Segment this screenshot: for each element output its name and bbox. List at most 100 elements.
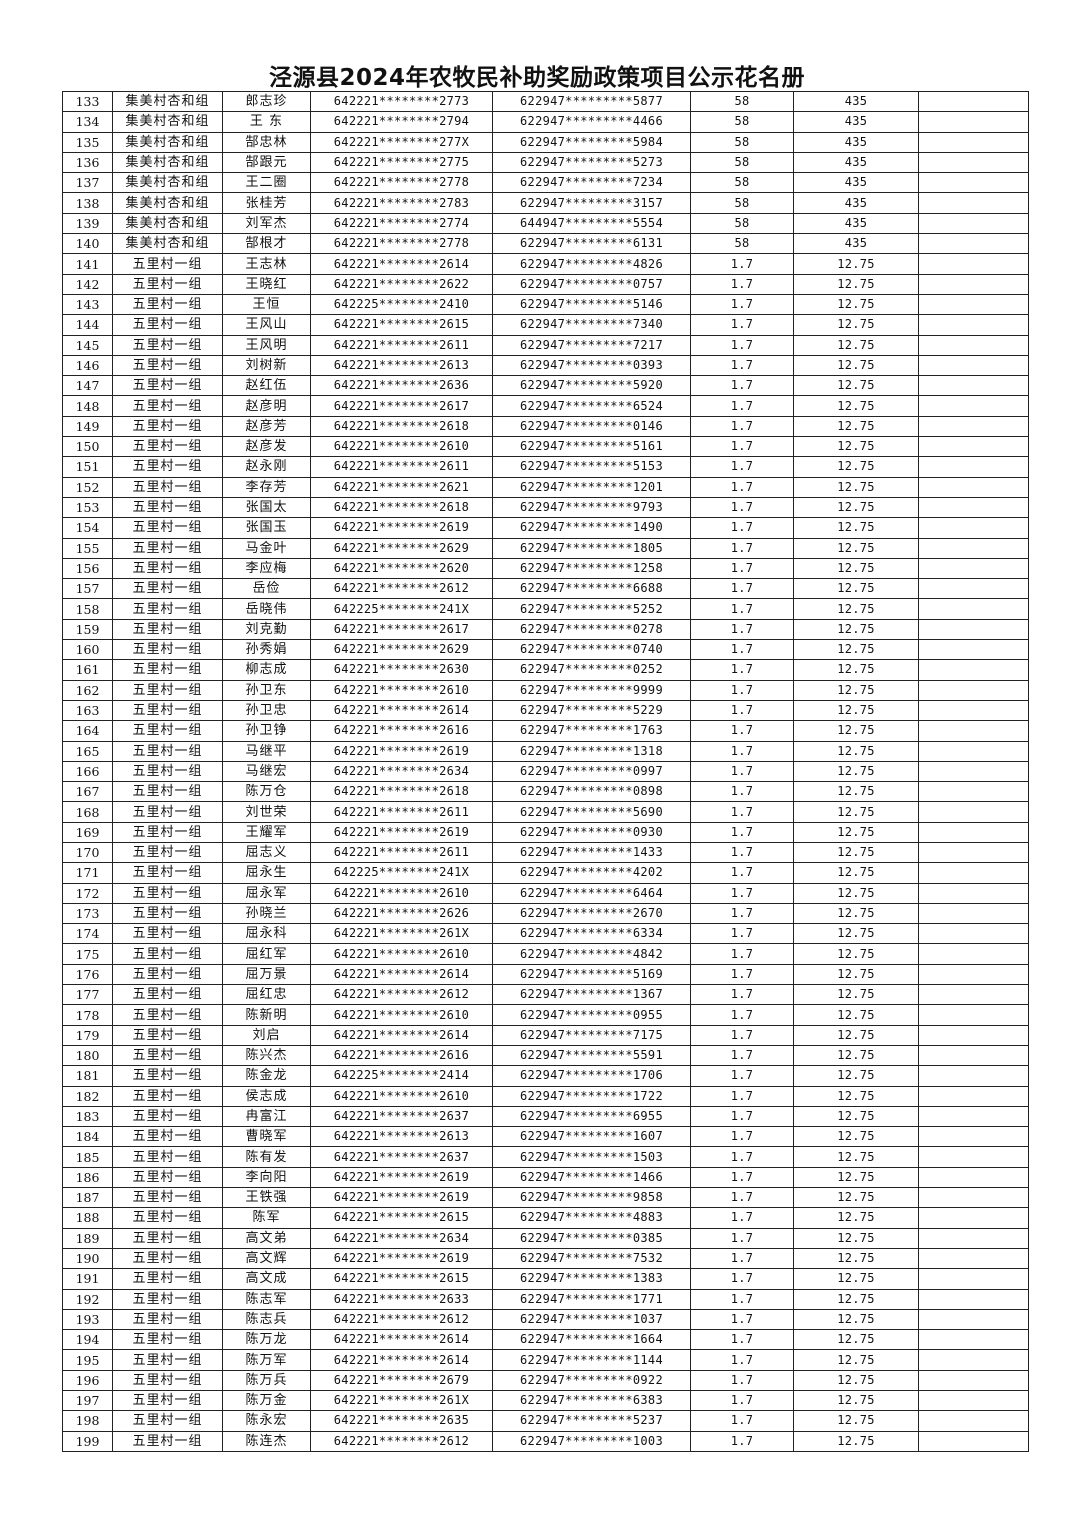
person-name-cell: 张国玉 <box>222 517 311 539</box>
person-name-cell: 陈金龙 <box>222 1065 311 1087</box>
row-number-cell: 181 <box>62 1065 113 1087</box>
bank-account-cell: 622947*********7217 <box>492 334 691 356</box>
table-body: 133 集美村杏和组 郎志珍 642221********2773 622947****… <box>62 90 1029 1452</box>
quantity-cell: 1.7 <box>690 720 794 742</box>
person-name-cell: 陈军 <box>222 1207 311 1229</box>
subsidy-amount-cell: 12.75 <box>793 902 919 925</box>
person-name-cell: 陈万军 <box>222 1349 311 1371</box>
row-number-cell: 178 <box>62 1004 113 1026</box>
id-number-cell: 642221********2613 <box>310 1126 493 1148</box>
remarks-cell <box>918 354 1029 377</box>
remarks-cell <box>918 415 1029 438</box>
table-row: 163 五里村一组 孙卫忠 642221********2614 622947*****… <box>62 699 1029 722</box>
remarks-cell <box>918 192 1029 214</box>
table-row: 166 五里村一组 马继宏 642221********2634 622947*****… <box>62 760 1029 783</box>
person-name-cell: 屈志义 <box>222 841 311 864</box>
row-number-cell: 185 <box>62 1146 113 1168</box>
table-row: 180 五里村一组 陈兴杰 642221********2616 622947*****… <box>62 1044 1029 1067</box>
subsidy-amount-cell: 12.75 <box>793 943 919 965</box>
id-number-cell: 642225********241X <box>310 598 493 620</box>
person-name-cell: 岳晓伟 <box>222 598 311 620</box>
remarks-cell <box>918 537 1029 559</box>
subsidy-amount-cell: 12.75 <box>793 618 919 641</box>
remarks-cell <box>918 131 1029 153</box>
remarks-cell <box>918 578 1029 600</box>
table-row: 134 集美村杏和组王 东 642221********2794 622947****… <box>62 111 1029 133</box>
row-number-cell: 152 <box>62 476 113 498</box>
id-number-cell: 642221********277X <box>310 131 493 153</box>
subsidy-amount-cell: 435 <box>793 172 919 194</box>
person-name-cell: 孙秀娟 <box>222 639 311 661</box>
row-number-cell: 184 <box>62 1126 113 1148</box>
table-row: 165 五里村一组 马继平 642221********2619 622947*****… <box>62 740 1029 762</box>
table-row: 145 五里村一组 王风明 642221********2611 622947*****… <box>62 334 1029 356</box>
bank-account-cell: 622947*********0385 <box>492 1227 691 1249</box>
bank-account-cell: 622947*********6383 <box>492 1389 691 1412</box>
subsidy-amount-cell: 12.75 <box>793 659 919 681</box>
person-name-cell: 郜忠林 <box>222 131 311 153</box>
remarks-cell <box>918 111 1029 133</box>
table-row: 154 五里村一组 张国玉 642221********2619 622947*****… <box>62 517 1029 539</box>
village-group-cell: 五里村一组 <box>112 963 223 986</box>
bank-account-cell: 622947*********1490 <box>492 517 691 539</box>
id-number-cell: 642221********2610 <box>310 882 493 904</box>
id-number-cell: 642221********261X <box>310 923 493 945</box>
remarks-cell <box>918 1247 1029 1270</box>
person-name-cell: 屈永军 <box>222 882 311 904</box>
person-name-cell: 陈永宏 <box>222 1410 311 1432</box>
bank-account-cell: 622947*********5146 <box>492 293 691 316</box>
subsidy-amount-cell: 12.75 <box>793 740 919 762</box>
table-row: 179 五里村一组 刘启 642221********2614 622947******… <box>62 1024 1029 1046</box>
bank-account-cell: 622947*********2670 <box>492 902 691 925</box>
village-group-cell: 五里村一组 <box>112 821 223 843</box>
row-number-cell: 141 <box>62 253 113 275</box>
remarks-cell <box>918 720 1029 742</box>
person-name-cell: 屈红忠 <box>222 984 311 1006</box>
village-group-cell: 五里村一组 <box>112 639 223 661</box>
remarks-cell <box>918 172 1029 194</box>
person-name-cell: 郜跟元 <box>222 151 311 174</box>
table-row: 160 五里村一组 孙秀娟 642221********2629 622947*****… <box>62 639 1029 661</box>
row-number-cell: 140 <box>62 233 113 255</box>
bank-account-cell: 622947*********4842 <box>492 943 691 965</box>
village-group-cell: 五里村一组 <box>112 1207 223 1229</box>
bank-account-cell: 622947*********6955 <box>492 1105 691 1128</box>
row-number-cell: 146 <box>62 354 113 377</box>
id-number-cell: 642221********2622 <box>310 273 493 295</box>
table-row: 158 五里村一组 岳晓伟 642225********241X 622947*****… <box>62 598 1029 620</box>
quantity-cell: 1.7 <box>690 902 794 925</box>
table-row: 133 集美村杏和组 郎志珍 642221********2773 622947****… <box>62 90 1029 113</box>
subsidy-amount-cell: 12.75 <box>793 314 919 336</box>
person-name-cell: 刘启 <box>222 1024 311 1046</box>
bank-account-cell: 622947*********5229 <box>492 699 691 722</box>
row-number-cell: 166 <box>62 760 113 783</box>
person-name-cell: 陈万仓 <box>222 781 311 803</box>
remarks-cell <box>918 253 1029 275</box>
person-name-cell: 马金叶 <box>222 537 311 559</box>
subsidy-amount-cell: 12.75 <box>793 415 919 438</box>
table-row: 147 五里村一组 赵红伍 642221********2636 622947*****… <box>62 375 1029 397</box>
table-row: 197 五里村一组 陈万金 642221********261X 622947*****… <box>62 1389 1029 1412</box>
village-group-cell: 五里村一组 <box>112 476 223 498</box>
person-name-cell: 王风明 <box>222 334 311 356</box>
id-number-cell: 642221********2611 <box>310 334 493 356</box>
quantity-cell: 1.7 <box>690 456 794 478</box>
row-number-cell: 155 <box>62 537 113 559</box>
subsidy-amount-cell: 12.75 <box>793 476 919 498</box>
remarks-cell <box>918 90 1029 113</box>
person-name-cell: 马继宏 <box>222 760 311 783</box>
id-number-cell: 642221********2614 <box>310 1349 493 1371</box>
table-row: 170 五里村一组 屈志义 642221********2611 622947*****… <box>62 841 1029 864</box>
table-row: 191 五里村一组 高文成 642221********2615 622947*****… <box>62 1268 1029 1290</box>
bank-account-cell: 622947*********5591 <box>492 1044 691 1067</box>
row-number-cell: 165 <box>62 740 113 762</box>
row-number-cell: 168 <box>62 801 113 823</box>
quantity-cell: 1.7 <box>690 436 794 458</box>
quantity-cell: 58 <box>690 131 794 153</box>
person-name-cell: 屈万景 <box>222 963 311 986</box>
table-row: 167 五里村一组 陈万仓 642221********2618 622947*****… <box>62 781 1029 803</box>
row-number-cell: 197 <box>62 1389 113 1412</box>
id-number-cell: 642221********2618 <box>310 496 493 519</box>
table-row: 171 五里村一组 屈永生 642225********241X 622947*****… <box>62 862 1029 884</box>
remarks-cell <box>918 1389 1029 1412</box>
